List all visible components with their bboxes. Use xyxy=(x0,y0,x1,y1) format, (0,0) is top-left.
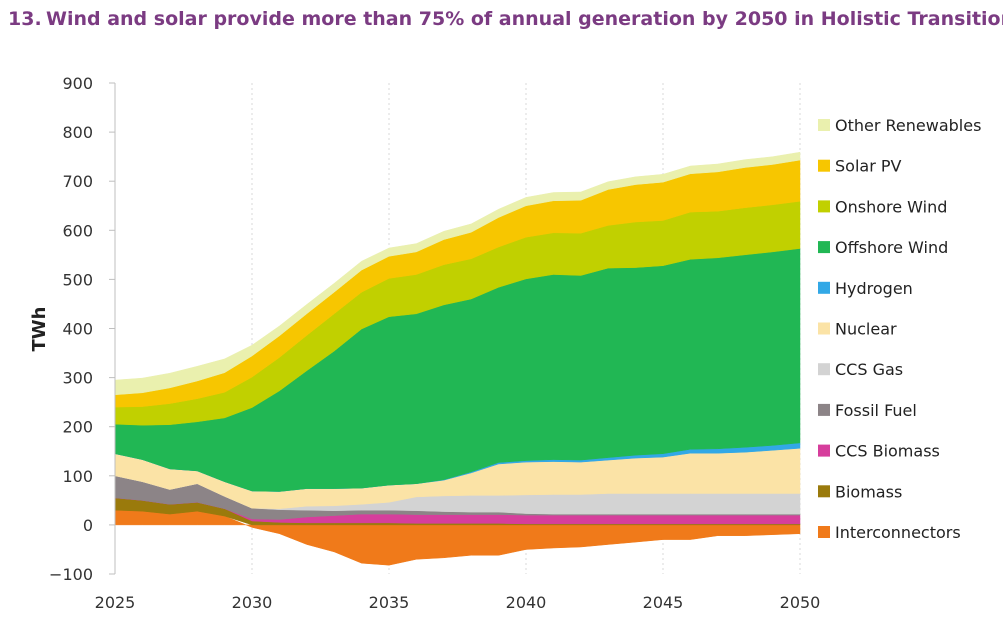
figure-title-text: Wind and solar provide more than 75% of … xyxy=(46,8,1003,30)
y-axis-label: TWh xyxy=(29,307,50,352)
x-tick-label: 2050 xyxy=(780,593,821,612)
legend-item-offshore-wind: Offshore Wind xyxy=(818,238,948,257)
y-tick-label: 300 xyxy=(62,369,93,388)
legend-item-onshore-wind: Onshore Wind xyxy=(818,197,947,216)
x-tick-label: 2040 xyxy=(506,593,547,612)
legend-label: Fossil Fuel xyxy=(835,401,917,420)
area-other-renewables xyxy=(114,151,801,396)
legend-swatch xyxy=(818,241,830,254)
y-tick-label: 700 xyxy=(62,172,93,191)
legend-item-biomass: Biomass xyxy=(818,482,902,501)
legend-label: CCS Gas xyxy=(835,360,903,379)
legend-swatch xyxy=(818,363,830,376)
legend-label: Biomass xyxy=(835,482,902,501)
legend-label: Other Renewables xyxy=(835,116,981,135)
axes: −100 0 100 200 300 400 500 600 700 800 900 2025 2030… xyxy=(49,74,820,612)
legend-label: Hydrogen xyxy=(835,279,913,298)
legend-swatch xyxy=(818,119,830,131)
legend-label: Offshore Wind xyxy=(835,238,948,257)
x-tick-label: 2045 xyxy=(643,593,684,612)
legend-item-solar-pv: Solar PV xyxy=(818,157,902,176)
legend-label: Nuclear xyxy=(835,320,897,339)
y-tick-label: −100 xyxy=(49,565,93,584)
legend-item-other-renewables: Other Renewables xyxy=(818,116,981,135)
legend-swatch xyxy=(818,403,830,416)
legend-item-nuclear: Nuclear xyxy=(818,320,897,339)
legend-swatch xyxy=(818,322,830,335)
legend-item-fossil-fuel: Fossil Fuel xyxy=(818,401,917,420)
legend-swatch xyxy=(818,485,830,498)
y-tick-label: 900 xyxy=(62,74,93,93)
figure-number: 13. xyxy=(8,8,42,30)
y-tick-label: 0 xyxy=(83,516,93,535)
y-tick-label: 100 xyxy=(62,467,93,486)
y-tick-label: 600 xyxy=(62,221,93,240)
legend-item-hydrogen: Hydrogen xyxy=(818,279,913,298)
legend-label: CCS Biomass xyxy=(835,442,940,461)
legend-item-ccs-gas: CCS Gas xyxy=(818,360,903,379)
legend-swatch xyxy=(818,444,830,457)
legend-label: Interconnectors xyxy=(835,523,961,542)
y-tick-label: 200 xyxy=(62,418,93,437)
legend-item-ccs-biomass: CCS Biomass xyxy=(818,442,940,461)
x-tick-label: 2030 xyxy=(232,593,273,612)
x-tick-label: 2035 xyxy=(369,593,410,612)
y-tick-label: 500 xyxy=(62,270,93,289)
figure-title: 13. Wind and solar provide more than 75% … xyxy=(8,8,1003,30)
legend-swatch xyxy=(818,526,830,538)
legend-label: Onshore Wind xyxy=(835,197,947,216)
legend: Other Renewables Solar PV Onshore Wind Offs… xyxy=(818,116,981,542)
area-series xyxy=(114,151,801,566)
y-tick-label: 800 xyxy=(62,123,93,142)
legend-swatch xyxy=(818,159,830,172)
y-tick-label: 400 xyxy=(62,320,93,339)
legend-swatch xyxy=(818,200,830,213)
legend-item-interconnectors: Interconnectors xyxy=(818,523,961,542)
x-tick-label: 2025 xyxy=(95,593,136,612)
legend-swatch xyxy=(818,281,830,294)
legend-label: Solar PV xyxy=(835,157,902,176)
